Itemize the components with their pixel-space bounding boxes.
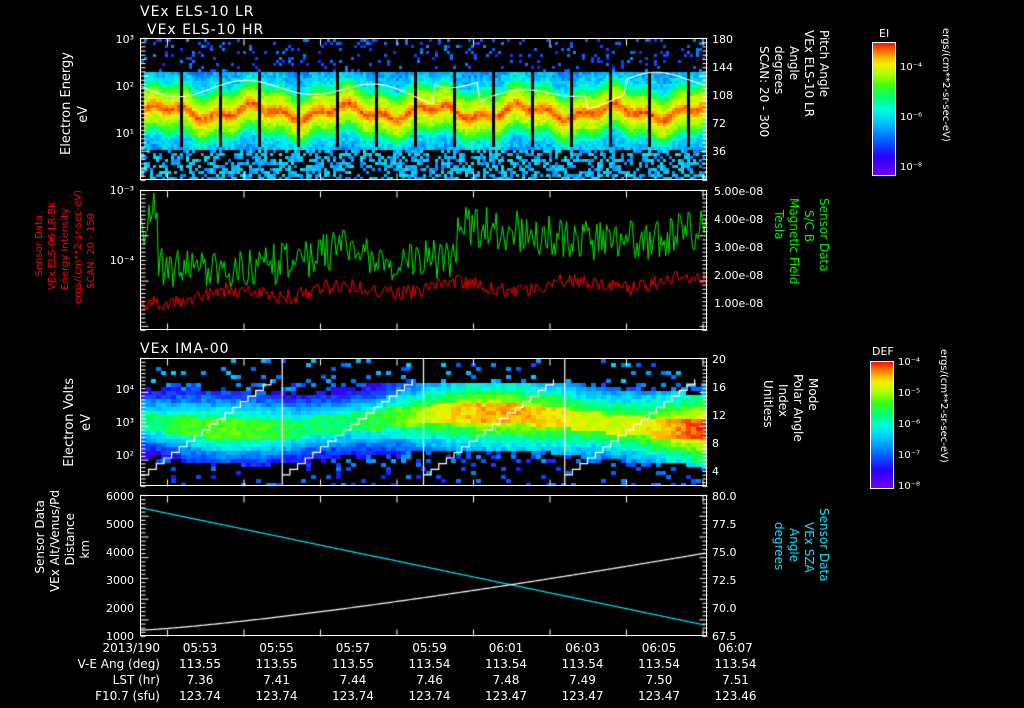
plot-page: VEx ELS-10 LR VEx ELS-10 HR Electron Ene… <box>0 0 1024 708</box>
axis-tickmarks <box>0 0 1024 708</box>
